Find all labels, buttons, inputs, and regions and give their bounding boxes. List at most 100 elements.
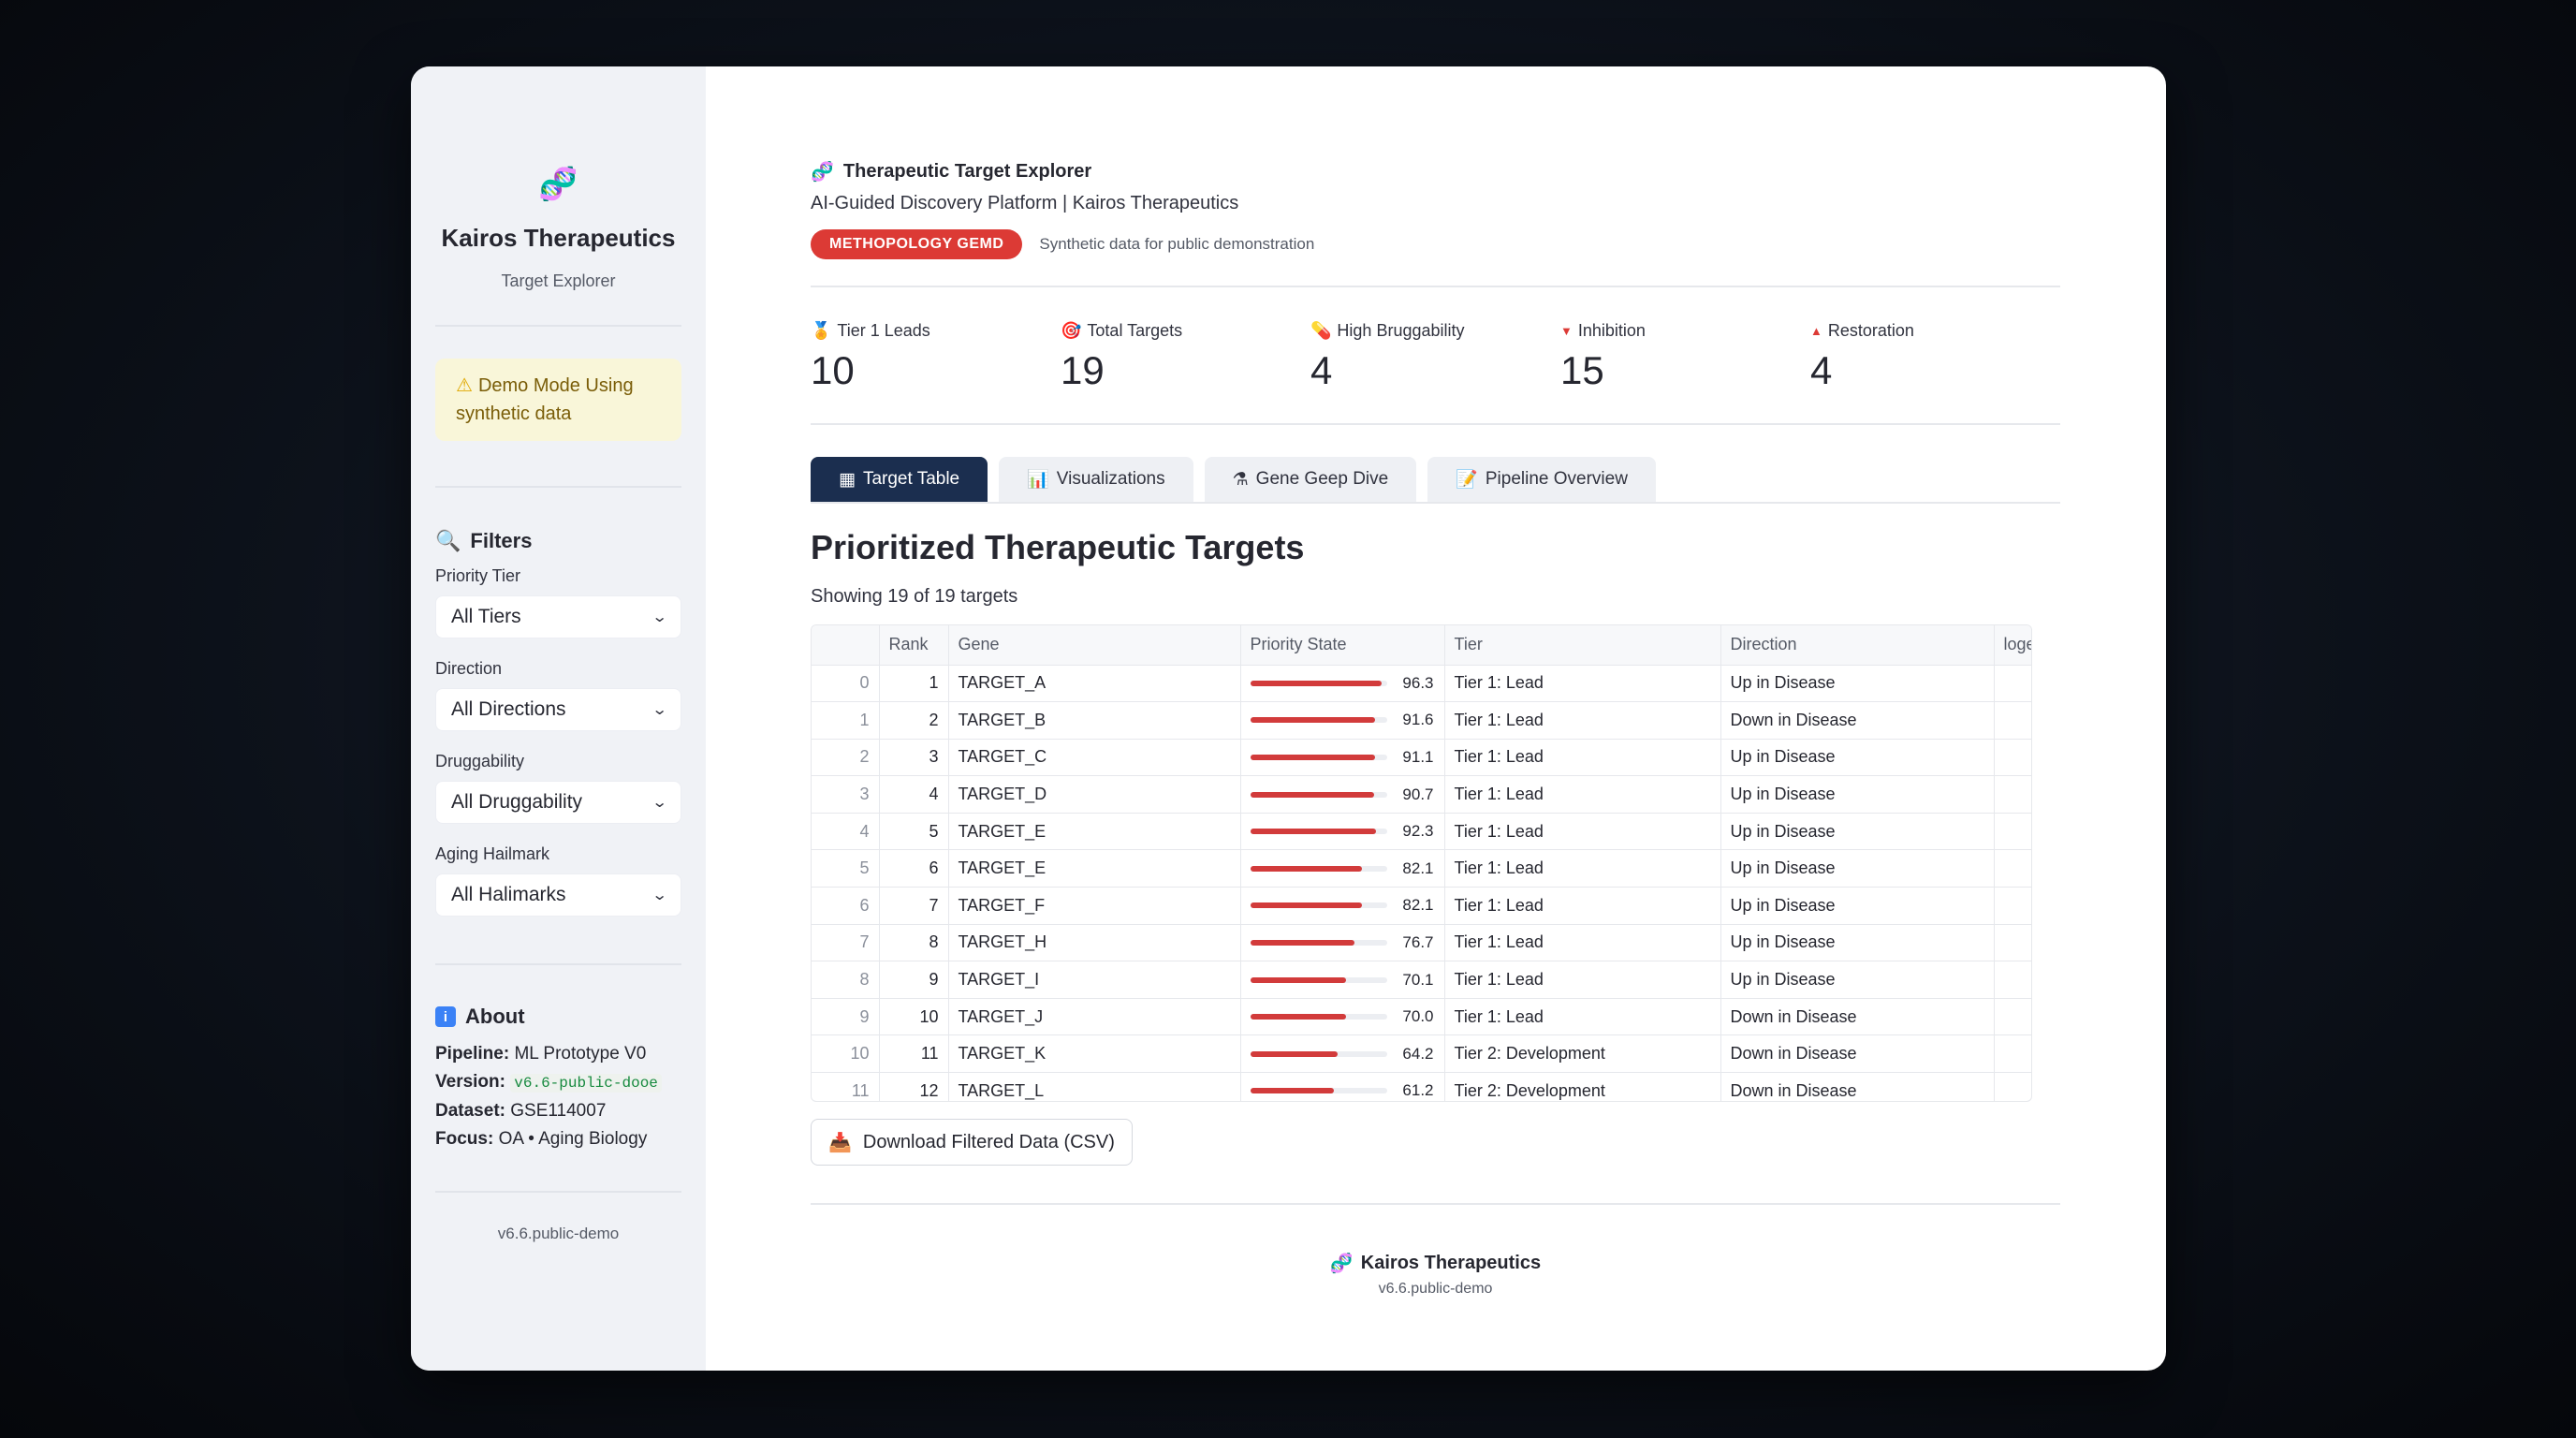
filter-label: Priority Tier <box>435 566 521 585</box>
table-row[interactable]: 0 1 TARGET_A 96.3 Tier 1: Lead Up in Disease <box>812 665 2031 703</box>
dna-icon: 🧬 <box>811 162 834 183</box>
logfc-cell <box>1994 665 2031 703</box>
table-row[interactable]: 1 2 TARGET_B 91.6 Tier 1: Lead Down in Diseas… <box>812 701 2031 740</box>
priority-value: 90.7 <box>1402 785 1434 803</box>
priority-bar-fill <box>1250 829 1377 835</box>
metric-label-text: Tier 1 Leads <box>837 321 930 340</box>
column-header-logfc[interactable]: loge <box>1994 625 2031 666</box>
divider <box>435 963 681 965</box>
column-header-tier[interactable]: Tier <box>1444 625 1721 666</box>
logfc-cell <box>1994 813 2031 851</box>
logfc-cell <box>1994 887 2031 925</box>
priority-value: 70.1 <box>1402 970 1434 989</box>
metric-label: 🏅 Tier 1 Leads <box>811 321 1061 341</box>
row-index: 5 <box>812 849 880 888</box>
table-row[interactable]: 4 5 TARGET_E 92.3 Tier 1: Lead Up in Disease <box>812 813 2031 851</box>
footer-brand: 🧬 Kairos Therapeutics <box>1330 1252 1541 1275</box>
rank-cell: 6 <box>879 849 949 888</box>
tier-cell: Tier 1: Lead <box>1444 739 1721 777</box>
about-pipeline: Pipeline: ML Prototype V0 <box>435 1040 681 1068</box>
footer-brand-text: Kairos Therapeutics <box>1360 1253 1542 1273</box>
column-header-priority[interactable]: Priority State <box>1240 625 1445 666</box>
table-row[interactable]: 6 7 TARGET_F 82.1 Tier 1: Lead Up in Disease <box>812 887 2031 925</box>
download-csv-button[interactable]: 📥 Download Filtered Data (CSV) <box>811 1119 1133 1166</box>
direction-cell: Up in Disease <box>1720 961 1995 999</box>
direction-select[interactable]: All Directions ⌄ <box>435 688 681 731</box>
tab-pipeline-overview[interactable]: 📝 Pipeline Overview <box>1427 457 1656 502</box>
table-row[interactable]: 5 6 TARGET_E 82.1 Tier 1: Lead Up in Disease <box>812 849 2031 888</box>
about-focus-label: Focus: <box>435 1129 494 1149</box>
tier-cell: Tier 1: Lead <box>1444 813 1721 851</box>
column-header-rank[interactable]: Rank <box>879 625 949 666</box>
priority-tier-select[interactable]: All Tiers ⌄ <box>435 595 681 638</box>
priority-value: 61.2 <box>1402 1081 1434 1100</box>
row-index: 0 <box>812 665 880 703</box>
divider <box>811 286 2060 287</box>
priority-value: 91.1 <box>1402 747 1434 766</box>
metric-restoration: ▲ Restoration 4 <box>1810 321 2060 393</box>
table-row[interactable]: 7 8 TARGET_H 76.7 Tier 1: Lead Up in Disease <box>812 924 2031 962</box>
metric-label-text: Restoration <box>1827 321 1914 340</box>
about-version-label: Version: <box>435 1072 505 1092</box>
priority-bar-fill <box>1250 754 1375 760</box>
direction-cell: Down in Disease <box>1720 1072 1995 1101</box>
rank-cell: 4 <box>879 775 949 814</box>
about-pipeline-label: Pipeline: <box>435 1044 510 1064</box>
priority-value: 70.0 <box>1402 1007 1434 1026</box>
priority-bar <box>1250 1088 1387 1094</box>
row-index: 9 <box>812 998 880 1036</box>
sidebar-brand: Kairos Therapeutics <box>441 224 676 252</box>
table-row[interactable]: 3 4 TARGET_D 90.7 Tier 1: Lead Up in Disease <box>812 775 2031 814</box>
filter-aging-hallmark: Aging Hailmark All Halimarks ⌄ <box>435 844 681 917</box>
table-row[interactable]: 10 11 TARGET_K 64.2 Tier 2: Development Down … <box>812 1034 2031 1074</box>
tab-visualizations[interactable]: 📊 Visualizations <box>999 457 1193 502</box>
tier-cell: Tier 1: Lead <box>1444 775 1721 814</box>
priority-cell: 70.0 <box>1240 998 1445 1036</box>
gene-cell: TARGET_C <box>948 739 1241 777</box>
priority-cell: 82.1 <box>1240 849 1445 888</box>
targets-table[interactable]: Rank Gene Priority State Tier Direction … <box>811 624 2032 1102</box>
tier-cell: Tier 1: Lead <box>1444 701 1721 740</box>
table-row[interactable]: 9 10 TARGET_J 70.0 Tier 1: Lead Down in Disea… <box>812 998 2031 1036</box>
methodology-badge: METHOPOLOGY GEMD <box>811 229 1023 259</box>
metric-value: 4 <box>1310 348 1333 392</box>
tab-gene-deep-dive[interactable]: ⚗ Gene Geep Dive <box>1204 457 1417 502</box>
metric-value: 10 <box>811 348 855 392</box>
flask-icon: ⚗ <box>1232 469 1249 490</box>
priority-cell: 91.1 <box>1240 739 1445 777</box>
priority-bar-fill <box>1250 865 1363 872</box>
table-row[interactable]: 11 12 TARGET_L 61.2 Tier 2: Development Down … <box>812 1072 2031 1101</box>
bar-chart-icon: 📊 <box>1027 470 1049 490</box>
row-index: 11 <box>812 1072 880 1101</box>
row-index: 6 <box>812 887 880 925</box>
column-header-gene[interactable]: Gene <box>948 625 1241 666</box>
app-title-text: Therapeutic Target Explorer <box>842 161 1092 182</box>
table-row[interactable]: 8 9 TARGET_I 70.1 Tier 1: Lead Up in Disease <box>812 961 2031 999</box>
main-content: 🧬 Therapeutic Target Explorer AI-Guided … <box>706 66 2166 1371</box>
priority-value: 92.3 <box>1402 822 1434 841</box>
priority-bar-fill <box>1250 939 1355 946</box>
info-icon: i <box>435 1006 456 1027</box>
table-header-row: Rank Gene Priority State Tier Direction … <box>812 625 2031 666</box>
priority-value: 64.2 <box>1402 1044 1434 1063</box>
column-header-index[interactable] <box>812 625 880 666</box>
aging-hallmark-select[interactable]: All Halimarks ⌄ <box>435 873 681 917</box>
warning-text: Demo Mode Using synthetic data <box>456 375 634 424</box>
table-row[interactable]: 2 3 TARGET_C 91.1 Tier 1: Lead Up in Disease <box>812 739 2031 777</box>
logfc-cell <box>1994 775 2031 814</box>
column-header-direction[interactable]: Direction <box>1720 625 1995 666</box>
gene-cell: TARGET_E <box>948 849 1241 888</box>
priority-bar <box>1250 829 1387 835</box>
tier-cell: Tier 1: Lead <box>1444 961 1721 999</box>
tab-target-table[interactable]: ▦ Target Table <box>811 457 988 502</box>
priority-bar <box>1250 717 1387 724</box>
metric-value: 19 <box>1061 348 1105 392</box>
druggability-select[interactable]: All Druggability ⌄ <box>435 781 681 824</box>
gene-cell: TARGET_F <box>948 887 1241 925</box>
metric-label: ▼ Inhibition <box>1560 321 1810 341</box>
direction-cell: Up in Disease <box>1720 887 1995 925</box>
rank-cell: 5 <box>879 813 949 851</box>
logfc-cell: - <box>1994 701 2031 740</box>
direction-cell: Up in Disease <box>1720 813 1995 851</box>
logfc-cell: - <box>1994 998 2031 1036</box>
